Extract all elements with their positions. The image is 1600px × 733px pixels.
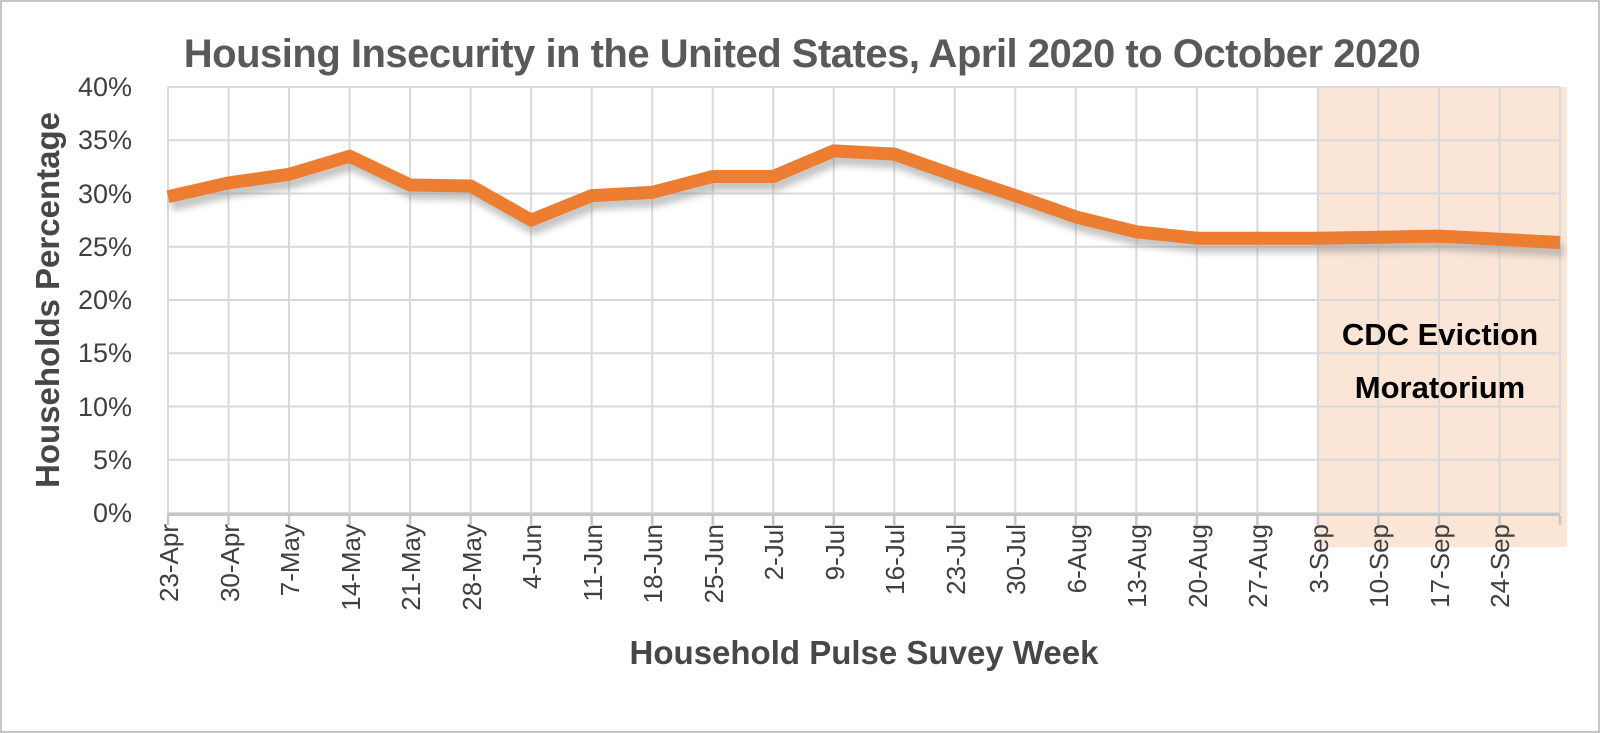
- x-tick-label: 18-Jun: [638, 524, 669, 604]
- x-tick-label: 23-Apr: [154, 524, 184, 603]
- moratorium-annotation: CDC Eviction Moratorium: [1314, 308, 1566, 414]
- x-tick-label: 25-Jun: [698, 524, 729, 604]
- x-tick-label: 9-Jul: [819, 524, 850, 581]
- x-tick-label: 16-Jul: [880, 524, 911, 595]
- x-tick-label: 24-Sep: [1485, 524, 1516, 608]
- y-tick-label: 0%: [92, 498, 132, 528]
- x-tick-label: 23-Jul: [940, 524, 971, 595]
- gridlines: [167, 86, 1561, 514]
- y-tick-label: 25%: [77, 231, 132, 262]
- chart-title: Housing Insecurity in the United States,…: [183, 32, 1421, 76]
- y-tick-label: 5%: [92, 444, 132, 475]
- x-tick-label: 20-Aug: [1182, 524, 1213, 608]
- y-tick-label: 35%: [77, 125, 132, 156]
- x-tick-label: 27-Aug: [1243, 524, 1274, 608]
- x-tick-label: 28-May: [456, 524, 487, 611]
- x-tick-label: 2-Jul: [759, 524, 790, 581]
- x-tick-label: 17-Sep: [1424, 524, 1455, 608]
- x-tick-label: 7-May: [275, 524, 306, 597]
- x-tick-label: 3-Sep: [1303, 524, 1334, 594]
- x-tick-label: 6-Aug: [1061, 524, 1092, 594]
- y-tick-label: 30%: [77, 178, 132, 209]
- annotation-line-2: Moratorium: [1354, 370, 1526, 405]
- x-tick-label: 11-Jun: [577, 524, 608, 602]
- y-tick-label: 15%: [77, 338, 132, 369]
- moratorium-shaded-region: [1317, 87, 1567, 547]
- y-tick-label: 20%: [77, 285, 132, 315]
- x-tick-label: 30-Apr: [214, 524, 245, 603]
- x-tick-label: 14-May: [335, 524, 366, 611]
- annotation-line-1: CDC Eviction: [1341, 317, 1539, 352]
- series-line: [166, 144, 1561, 249]
- y-tick-label: 40%: [77, 72, 132, 102]
- x-tick-label: 21-May: [396, 524, 427, 611]
- x-tick-label: 13-Aug: [1122, 524, 1153, 608]
- x-axis-title: Household Pulse Suvey Week: [629, 634, 1099, 671]
- y-tick-label: 10%: [77, 391, 132, 422]
- x-tick-label: 10-Sep: [1364, 524, 1395, 608]
- x-tick-label: 4-Jun: [517, 524, 548, 590]
- x-tick-label: 30-Jul: [1001, 524, 1032, 595]
- axis-lines: [166, 513, 1562, 525]
